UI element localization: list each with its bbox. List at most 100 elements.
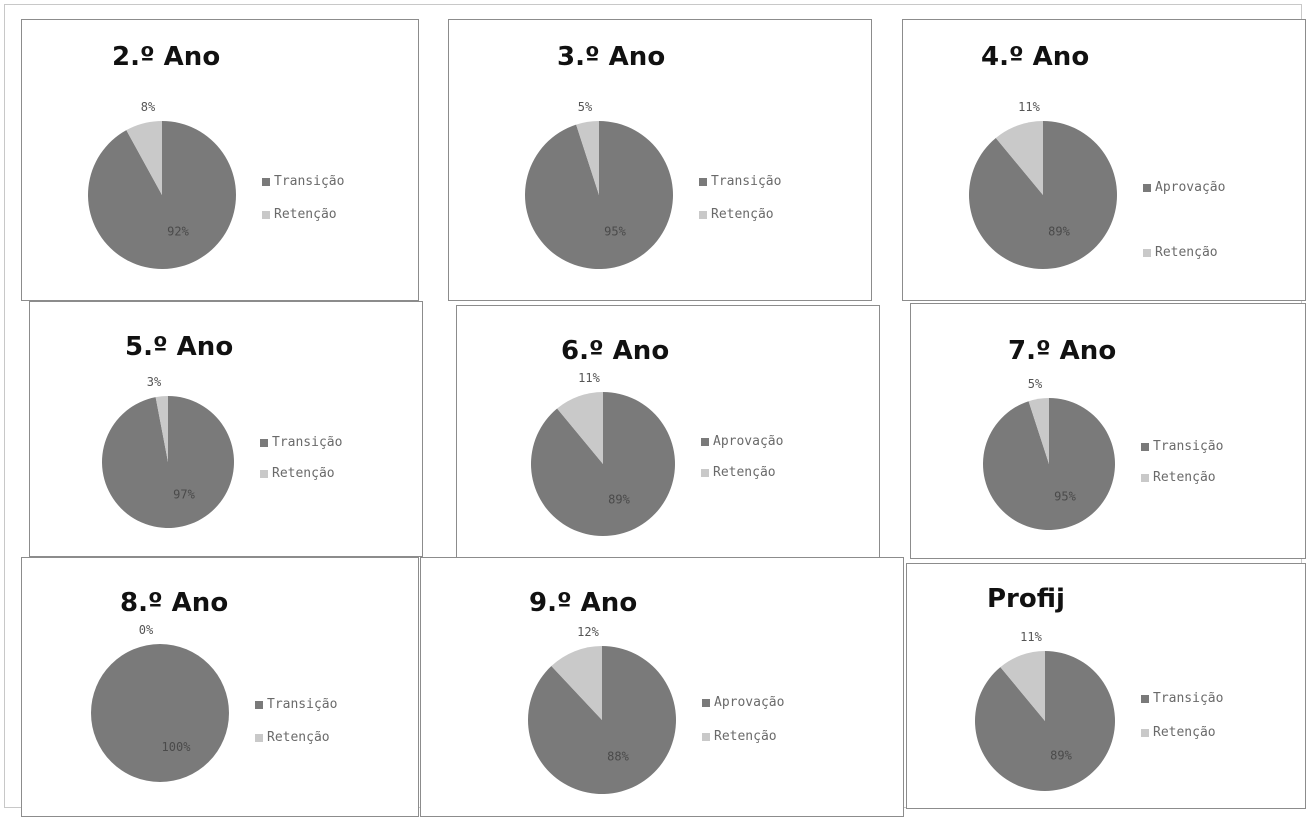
pie-chart: 8% 92%	[87, 100, 236, 269]
pie-chart: 5% 95%	[525, 100, 673, 269]
chart-title: 7.º Ano	[1008, 336, 1117, 366]
legend-label: Retenção	[272, 466, 335, 481]
legend-swatch-icon	[255, 700, 263, 709]
legend-item-aprovacao: Aprovação	[701, 434, 783, 449]
pie-label-transicao: 95%	[604, 225, 626, 239]
pie-slice-transicao	[101, 396, 234, 528]
legend-item-retencao: Retenção	[255, 730, 330, 745]
legend-item-transicao: Transição	[1141, 439, 1223, 454]
legend-swatch-icon	[262, 177, 270, 186]
pie-label-retencao: 11%	[578, 371, 600, 385]
charts-frame: 2.º Ano 8% 92% Transição Retenção 3.º Ano 5% 95…	[4, 4, 1306, 817]
pie-chart: 3% 97%	[101, 375, 234, 528]
pie-label-transicao: 97%	[173, 487, 195, 501]
legend-swatch-icon	[260, 438, 268, 447]
chart-panel-profij: Profij 11% 89% Transição Retenção	[906, 563, 1306, 809]
legend-label: Aprovação	[713, 434, 784, 449]
pie-slice-retencao	[557, 392, 603, 464]
legend-label: Aprovação	[714, 695, 785, 710]
legend-label: Transição	[711, 174, 782, 189]
pie-label-retencao: 5%	[578, 100, 593, 114]
legend-swatch-icon	[702, 698, 710, 707]
pie-label-retencao: 0%	[139, 623, 154, 637]
chart-panel-8-ano: 8.º Ano 0% 100% Transição Retenção	[21, 557, 419, 817]
chart-title: 4.º Ano	[981, 42, 1090, 72]
pie-slice-retencao	[155, 396, 168, 462]
pie-slice-retencao	[1028, 398, 1049, 464]
legend-swatch-icon	[702, 732, 710, 741]
legend-item-retencao: Retenção	[1141, 470, 1216, 485]
pie-label-retencao: 11%	[1018, 100, 1040, 114]
pie-slice-retencao	[576, 121, 599, 195]
legend-label: Transição	[274, 174, 345, 189]
legend-item-retencao: Retenção	[262, 207, 337, 222]
pie-label-aprovacao: 89%	[608, 493, 630, 507]
chart-panel-6-ano: 6.º Ano 11% 89% Aprovação Retenção	[456, 305, 880, 559]
pie-chart: 0% 100%	[91, 623, 229, 782]
legend-swatch-icon	[255, 733, 263, 742]
chart-title: Profij	[987, 584, 1065, 614]
legend-swatch-icon	[262, 210, 270, 219]
chart-panel-4-ano: 4.º Ano 11% 89% Aprovação Retenção	[902, 19, 1306, 301]
legend-label: Retenção	[1155, 245, 1218, 260]
pie-chart: 12% 88%	[528, 625, 677, 794]
pie-slice-transicao	[91, 644, 229, 782]
legend-label: Retenção	[274, 207, 337, 222]
chart-title: 2.º Ano	[112, 42, 221, 72]
pie-label-retencao: 8%	[141, 100, 156, 114]
legend-item-transicao: Transição	[699, 174, 781, 189]
legend-label: Retenção	[711, 207, 774, 222]
legend-item-retencao: Retenção	[699, 207, 774, 222]
pie-label-transicao: 89%	[1050, 749, 1072, 763]
legend-swatch-icon	[699, 177, 707, 186]
pie-slice-retencao	[126, 121, 162, 195]
legend-label: Transição	[267, 697, 338, 712]
pie-chart: 11% 89%	[975, 630, 1115, 791]
legend-item-transicao: Transição	[260, 435, 342, 450]
pie-label-retencao: 3%	[147, 375, 162, 389]
pie-slice-retencao	[1000, 651, 1045, 721]
legend-swatch-icon	[1143, 183, 1151, 192]
chart-panel-7-ano: 7.º Ano 5% 95% Transição Retenção	[910, 303, 1306, 559]
chart-title: 3.º Ano	[557, 42, 666, 72]
legend-item-retencao: Retenção	[260, 466, 335, 481]
pie-label-aprovacao: 89%	[1048, 225, 1070, 239]
legend-label: Transição	[1153, 691, 1224, 706]
chart-panel-2-ano: 2.º Ano 8% 92% Transição Retenção	[21, 19, 419, 301]
pie-slice-transicao	[87, 121, 236, 269]
legend-swatch-icon	[1141, 694, 1149, 703]
pie-slice-retencao	[995, 121, 1043, 195]
pie-slice-aprovacao	[528, 646, 677, 794]
pie-label-transicao: 95%	[1054, 489, 1076, 503]
chart-panel-3-ano: 3.º Ano 5% 95% Transição Retenção	[448, 19, 872, 301]
pie-label-retencao: 11%	[1020, 630, 1042, 644]
chart-title: 9.º Ano	[529, 588, 638, 618]
pie-label-transicao: 100%	[162, 740, 192, 754]
pie-slice-retencao	[551, 646, 602, 720]
chart-title: 5.º Ano	[125, 332, 234, 362]
legend-label: Aprovação	[1155, 180, 1226, 195]
legend-swatch-icon	[1143, 248, 1151, 257]
legend-swatch-icon	[1141, 728, 1149, 737]
pie-chart: 11% 89%	[969, 100, 1117, 269]
legend-item-aprovacao: Aprovação	[1143, 180, 1225, 195]
legend-label: Retenção	[1153, 725, 1216, 740]
legend-item-retencao: Retenção	[702, 729, 777, 744]
pie-label-retencao: 12%	[577, 625, 599, 639]
pie-chart: 11% 89%	[531, 371, 675, 536]
legend-label: Transição	[272, 435, 343, 450]
legend-label: Transição	[1153, 439, 1224, 454]
legend-item-aprovacao: Aprovação	[702, 695, 784, 710]
legend-swatch-icon	[701, 437, 709, 446]
legend-item-retencao: Retenção	[701, 465, 776, 480]
chart-panel-5-ano: 5.º Ano 3% 97% Transição Retenção	[29, 301, 423, 557]
legend-item-retencao: Retenção	[1143, 245, 1218, 260]
legend-swatch-icon	[260, 469, 268, 478]
legend-swatch-icon	[701, 468, 709, 477]
pie-label-transicao: 92%	[167, 225, 189, 239]
legend-swatch-icon	[699, 210, 707, 219]
pie-slice-transicao	[525, 121, 673, 269]
legend-label: Retenção	[714, 729, 777, 744]
legend-label: Retenção	[713, 465, 776, 480]
legend-label: Retenção	[267, 730, 330, 745]
